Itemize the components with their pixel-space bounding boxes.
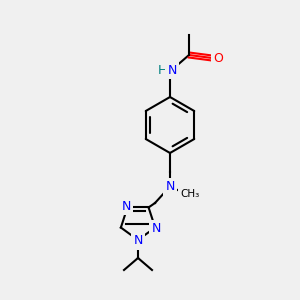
Text: N: N: [165, 181, 175, 194]
Text: O: O: [213, 52, 223, 64]
Text: CH₃: CH₃: [180, 189, 200, 199]
Text: N: N: [133, 235, 143, 248]
Text: N: N: [167, 64, 177, 76]
Text: N: N: [122, 200, 131, 213]
Text: N: N: [152, 222, 161, 235]
Text: H: H: [157, 64, 167, 76]
